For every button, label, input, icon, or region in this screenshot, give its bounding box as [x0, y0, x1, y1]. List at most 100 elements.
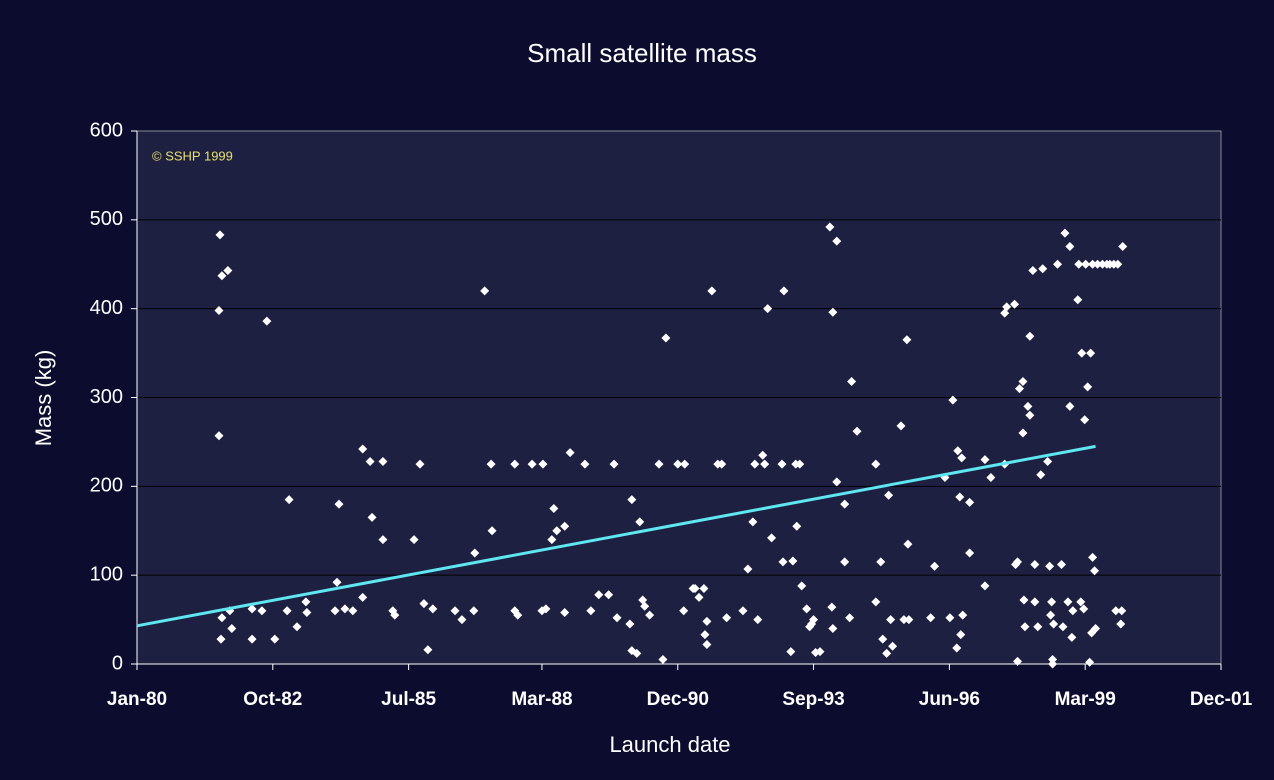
point — [1090, 566, 1100, 576]
point — [802, 604, 812, 614]
point — [926, 613, 936, 623]
point — [1025, 410, 1035, 420]
point — [1063, 597, 1073, 607]
point — [262, 316, 272, 326]
point — [538, 459, 548, 469]
point — [1036, 470, 1046, 480]
x-tick-label: Oct-82 — [243, 689, 302, 710]
point — [882, 648, 892, 658]
point — [549, 504, 559, 514]
point — [560, 521, 570, 531]
point — [450, 606, 460, 616]
point — [1046, 610, 1056, 620]
y-tick-label: 100 — [90, 563, 123, 585]
point — [560, 607, 570, 617]
point — [1111, 606, 1121, 616]
point — [216, 634, 226, 644]
point — [702, 639, 712, 649]
x-tick-label: Jun-96 — [919, 689, 980, 710]
point — [753, 615, 763, 625]
point — [565, 448, 575, 458]
point — [1030, 597, 1040, 607]
point — [332, 577, 342, 587]
point — [965, 497, 975, 507]
point — [828, 307, 838, 317]
point — [957, 453, 967, 463]
point — [986, 472, 996, 482]
point — [748, 517, 758, 527]
point — [1086, 348, 1096, 358]
x-tick-label: Jan-80 — [107, 689, 167, 710]
point — [1117, 606, 1127, 616]
point — [1079, 604, 1089, 614]
point — [214, 431, 224, 441]
point — [852, 426, 862, 436]
y-tick-label: 300 — [90, 386, 123, 408]
point — [825, 222, 835, 232]
point — [1013, 656, 1023, 666]
point — [1074, 259, 1084, 269]
point — [980, 581, 990, 591]
point — [604, 590, 614, 600]
point — [257, 606, 267, 616]
point — [609, 459, 619, 469]
point — [847, 377, 857, 387]
point — [700, 630, 710, 640]
point — [419, 599, 429, 609]
point — [1020, 622, 1030, 632]
point — [832, 477, 842, 487]
point — [878, 634, 888, 644]
point — [690, 583, 700, 593]
point — [1065, 401, 1075, 411]
point — [788, 556, 798, 566]
point — [702, 616, 712, 626]
x-tick-label: Dec-01 — [1190, 689, 1253, 710]
point — [758, 450, 768, 460]
point — [302, 607, 312, 617]
point — [1013, 557, 1023, 567]
point — [738, 606, 748, 616]
point — [654, 459, 664, 469]
point — [1002, 302, 1012, 312]
point — [457, 615, 467, 625]
point — [658, 655, 668, 665]
point — [480, 286, 490, 296]
point — [707, 286, 717, 296]
point — [541, 604, 551, 614]
point — [367, 512, 377, 522]
y-tick-label: 500 — [90, 208, 123, 230]
point — [673, 459, 683, 469]
point — [378, 535, 388, 545]
point — [1048, 659, 1058, 669]
point — [270, 634, 280, 644]
point — [1087, 628, 1097, 638]
y-tick-label: 600 — [90, 119, 123, 141]
point — [1047, 597, 1057, 607]
point — [953, 446, 963, 456]
point — [217, 271, 227, 281]
point — [612, 613, 622, 623]
point — [722, 613, 732, 623]
point — [845, 613, 855, 623]
point — [679, 606, 689, 616]
point — [1010, 299, 1020, 309]
point — [680, 459, 690, 469]
point — [955, 492, 965, 502]
point — [635, 517, 645, 527]
point — [809, 615, 819, 625]
point — [428, 604, 438, 614]
point — [215, 230, 225, 240]
x-tick-label: Mar-88 — [511, 689, 572, 710]
point — [1043, 456, 1053, 466]
point — [334, 499, 344, 509]
point — [640, 601, 650, 611]
chart-title: Small satellite mass — [527, 38, 757, 68]
point — [1067, 632, 1077, 642]
point — [348, 606, 358, 616]
point — [763, 304, 773, 314]
point — [627, 495, 637, 505]
y-tick-label: 0 — [112, 652, 123, 674]
point — [510, 459, 520, 469]
y-axis-label: Mass (kg) — [31, 350, 56, 447]
point — [301, 597, 311, 607]
